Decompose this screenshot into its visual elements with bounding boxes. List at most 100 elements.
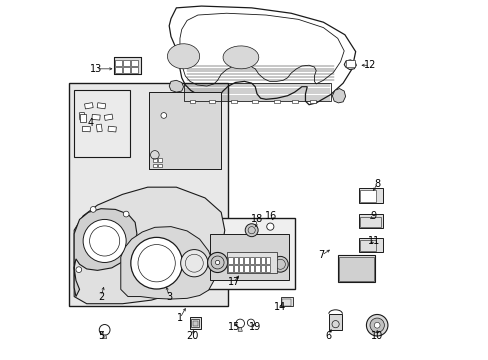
Bar	[209, 100, 215, 103]
Bar	[192, 321, 198, 326]
Circle shape	[131, 237, 182, 289]
Circle shape	[272, 256, 287, 272]
Bar	[244, 265, 248, 272]
Text: 1: 1	[177, 313, 183, 323]
Bar	[337, 255, 375, 282]
Bar	[191, 319, 199, 327]
Bar	[252, 100, 258, 103]
Bar	[153, 158, 156, 162]
Bar	[239, 257, 243, 264]
Circle shape	[373, 322, 379, 328]
Bar	[123, 67, 129, 73]
Bar	[158, 158, 162, 162]
Bar	[273, 100, 279, 103]
Text: 13: 13	[89, 64, 102, 74]
Text: 9: 9	[370, 211, 376, 221]
Bar	[359, 188, 382, 203]
Bar	[131, 60, 137, 66]
Bar	[328, 314, 342, 330]
Bar	[228, 265, 232, 272]
Bar	[84, 103, 93, 109]
Polygon shape	[332, 89, 345, 103]
Text: 8: 8	[373, 179, 380, 189]
Text: 11: 11	[366, 236, 379, 246]
Polygon shape	[223, 46, 258, 69]
Bar	[158, 164, 162, 167]
Bar	[204, 218, 294, 289]
Bar	[113, 57, 140, 74]
Bar	[104, 114, 113, 120]
Bar	[183, 83, 330, 101]
Bar	[149, 92, 221, 169]
Circle shape	[161, 113, 166, 118]
Circle shape	[76, 267, 81, 273]
Bar	[228, 257, 232, 264]
Text: 12: 12	[363, 60, 375, 70]
Bar	[358, 238, 382, 252]
Bar	[210, 234, 289, 280]
Circle shape	[369, 318, 384, 332]
Text: 14: 14	[274, 302, 286, 312]
Polygon shape	[102, 335, 106, 338]
Bar	[260, 265, 264, 272]
Circle shape	[215, 260, 219, 265]
Circle shape	[90, 207, 96, 212]
Circle shape	[83, 220, 126, 262]
Text: 20: 20	[186, 331, 198, 341]
Bar	[255, 257, 259, 264]
Polygon shape	[121, 226, 214, 299]
Bar	[96, 124, 102, 132]
Bar	[249, 257, 254, 264]
Circle shape	[123, 211, 129, 217]
Text: 16: 16	[264, 211, 277, 221]
Circle shape	[266, 223, 273, 230]
Bar	[359, 240, 375, 251]
Circle shape	[244, 224, 258, 237]
Bar	[123, 60, 129, 66]
Polygon shape	[344, 60, 356, 69]
Bar	[265, 257, 270, 264]
Bar	[92, 114, 100, 120]
Bar	[346, 60, 354, 67]
Text: 3: 3	[166, 292, 172, 302]
Bar	[69, 83, 228, 306]
Polygon shape	[167, 44, 199, 69]
Circle shape	[235, 319, 244, 328]
Text: 17: 17	[227, 277, 240, 287]
Bar	[233, 257, 238, 264]
Bar	[74, 90, 129, 157]
Circle shape	[99, 324, 110, 335]
Bar	[291, 100, 297, 103]
Bar	[80, 114, 85, 122]
Text: 15: 15	[227, 322, 240, 332]
Bar	[260, 257, 264, 264]
Bar	[131, 67, 137, 73]
Bar	[115, 60, 122, 66]
Bar	[97, 103, 105, 109]
Text: 18: 18	[250, 215, 263, 224]
Text: 7: 7	[318, 250, 324, 260]
Bar	[249, 265, 254, 272]
Text: 6: 6	[325, 331, 331, 341]
Bar	[281, 299, 290, 306]
Bar	[113, 57, 140, 74]
Bar	[358, 214, 382, 228]
Bar	[255, 265, 259, 272]
Text: 4: 4	[87, 118, 93, 128]
Bar	[108, 126, 116, 132]
Circle shape	[247, 319, 254, 326]
Polygon shape	[74, 187, 224, 304]
Circle shape	[180, 249, 207, 277]
Text: 2: 2	[98, 292, 104, 302]
Bar	[338, 257, 373, 281]
Text: 5: 5	[98, 331, 104, 341]
Bar	[360, 190, 376, 202]
Circle shape	[366, 315, 387, 336]
Bar	[233, 265, 238, 272]
Circle shape	[207, 252, 227, 273]
Bar	[230, 100, 236, 103]
Polygon shape	[169, 80, 183, 92]
Bar	[309, 100, 315, 103]
Bar	[79, 112, 85, 120]
Bar	[265, 265, 270, 272]
